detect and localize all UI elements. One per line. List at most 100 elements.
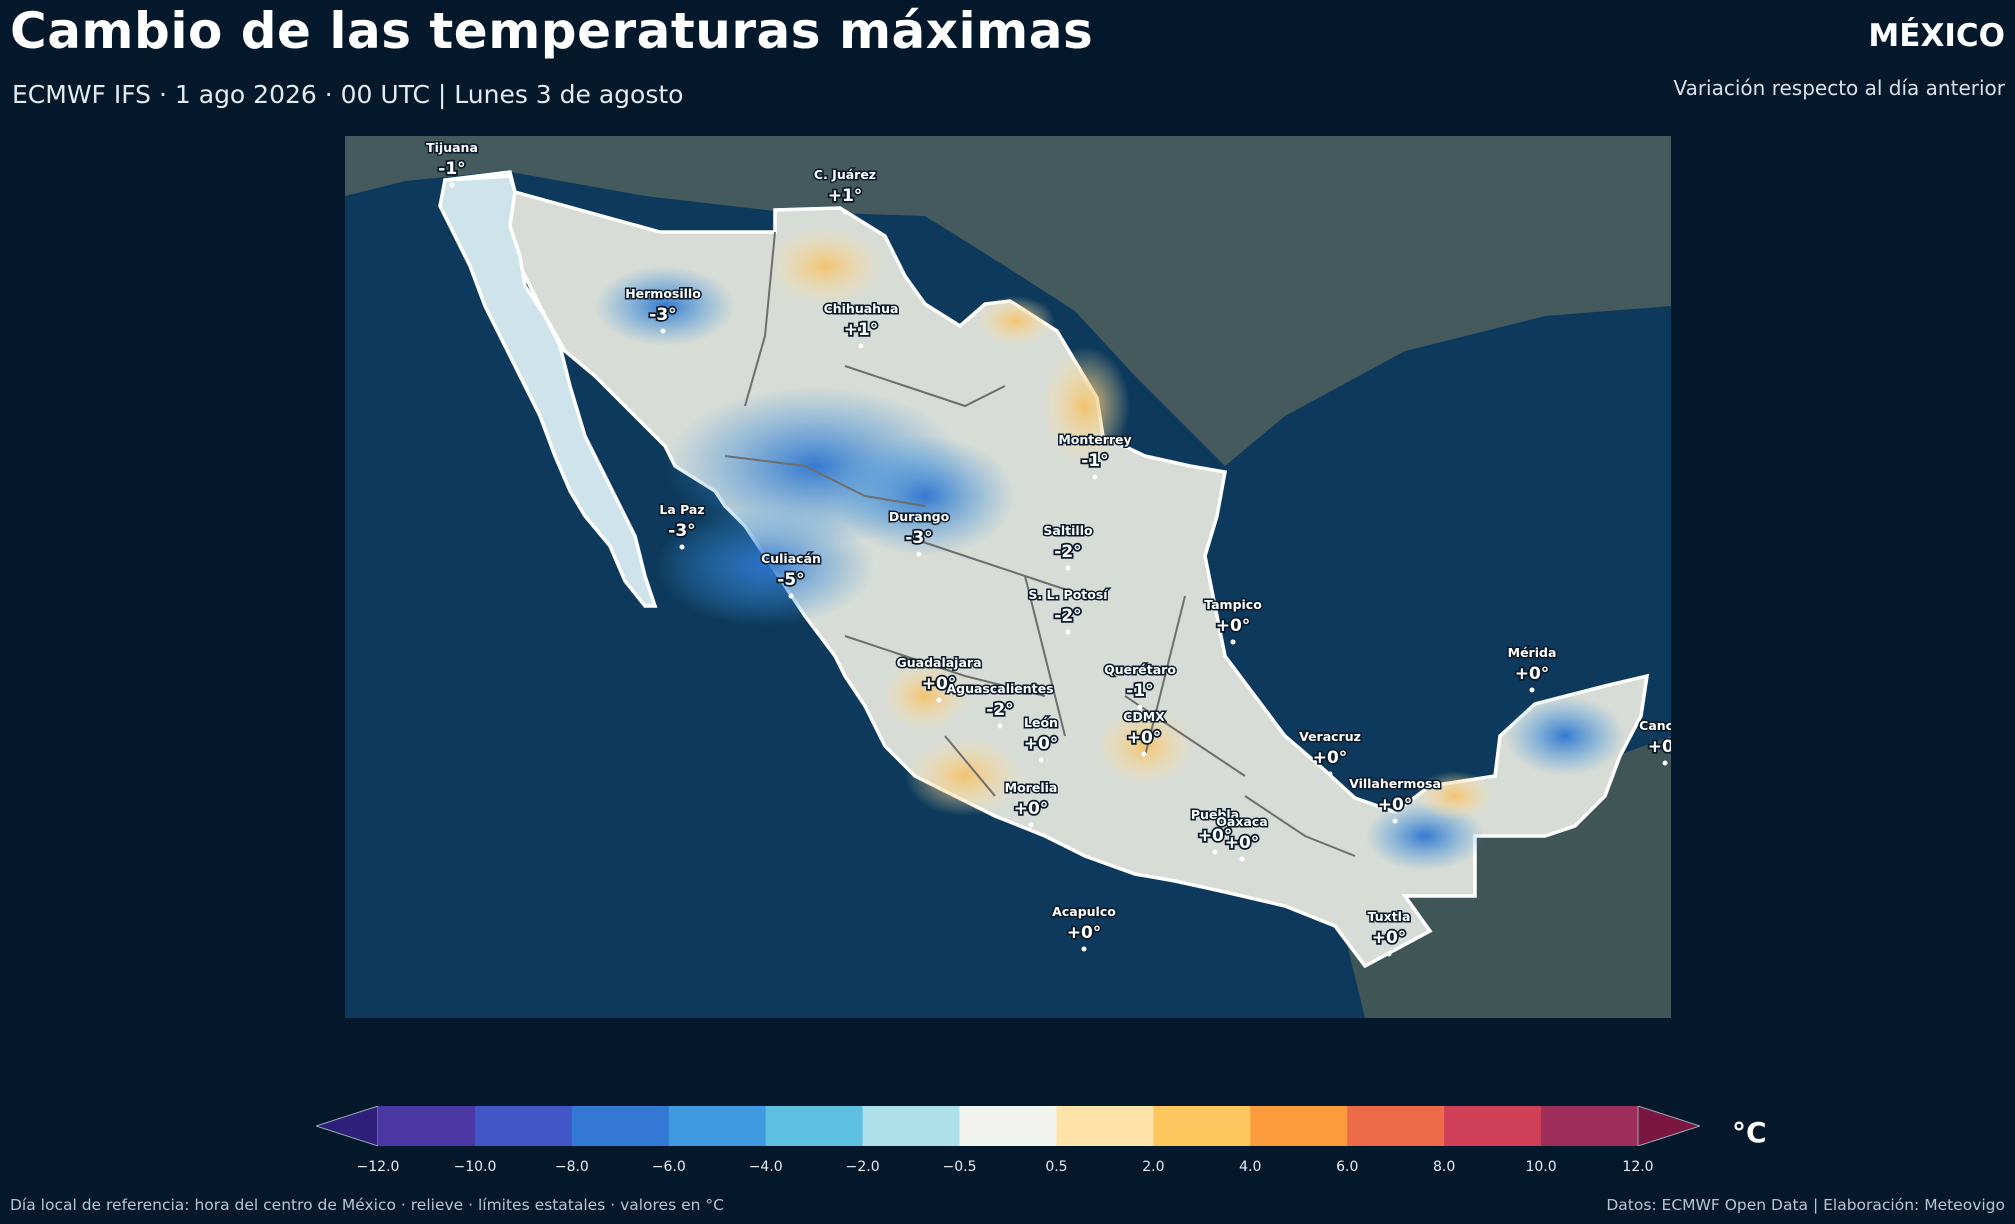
city-label: Tampico +0°	[1203, 596, 1264, 645]
city-marker	[660, 328, 666, 334]
colorbar-tick-label: −8.0	[554, 1159, 589, 1175]
city-name: Tijuana	[426, 140, 478, 155]
city-label: Acapulco +0°	[1051, 903, 1118, 952]
city-label: Morelia +0°	[1003, 779, 1059, 828]
city-label: Monterrey -1°	[1057, 431, 1133, 480]
city-marker	[997, 723, 1003, 729]
city-label: Puebla +0°	[1189, 806, 1241, 855]
city-name: Tampico	[1204, 597, 1262, 612]
city-label: León +0°	[1022, 714, 1060, 763]
city-value: +0°	[1216, 616, 1251, 636]
city-marker	[1028, 822, 1034, 828]
city-label: Guadalajara +0°	[895, 654, 983, 703]
colorbar-tick-label: −2.0	[845, 1159, 880, 1175]
map-panel: Tijuana -1° C. Juárez +1° Hermosillo -3° Chihu…	[345, 136, 1671, 1018]
city-marker	[1212, 849, 1218, 855]
city-marker	[1230, 639, 1236, 645]
city-marker	[1392, 818, 1398, 824]
city-label: Chihuahua +1°	[822, 300, 900, 349]
city-label: Villahermosa +0°	[1348, 775, 1442, 824]
colorbar-tick-label: 4.0	[1239, 1159, 1262, 1175]
city-marker	[1327, 771, 1333, 777]
city-label: Aguascalientes -2°	[945, 680, 1055, 729]
colorbar-segment	[765, 1106, 864, 1146]
city-label: CDMX +0°	[1122, 708, 1167, 757]
colorbar-segment	[1250, 1106, 1348, 1146]
city-name: S. L. Potosí	[1028, 587, 1108, 602]
colorbar-segment	[474, 1106, 573, 1146]
city-value: -1°	[1081, 451, 1108, 471]
city-label: Tuxtla +0°	[1366, 908, 1412, 957]
colorbar-tick-label: 10.0	[1525, 1159, 1557, 1175]
city-name: León	[1024, 715, 1058, 730]
city-value: +0°	[1313, 748, 1348, 768]
colorbar-segment	[862, 1106, 961, 1146]
state-boundaries	[724, 231, 1356, 857]
city-marker	[1141, 751, 1147, 757]
city-name: Cancún	[1639, 718, 1671, 733]
colorbar-tick-label: −6.0	[651, 1159, 686, 1175]
city-label: Querétaro -1°	[1103, 661, 1178, 710]
city-marker	[1065, 629, 1071, 635]
colorbar-extend-low	[314, 1105, 379, 1147]
city-name: Oaxaca	[1216, 814, 1267, 829]
city-label: Hermosillo -3°	[624, 285, 703, 334]
city-value: -2°	[986, 700, 1013, 720]
city-labels: Tijuana -1° C. Juárez +1° Hermosillo -3° Chihu…	[425, 139, 1671, 957]
colorbar-unit: °C	[1732, 1116, 1767, 1149]
city-name: Saltillo	[1043, 523, 1093, 538]
city-name: Monterrey	[1058, 432, 1131, 447]
city-marker	[1081, 946, 1087, 952]
city-marker	[858, 343, 864, 349]
city-name: C. Juárez	[814, 167, 876, 182]
city-value: -3°	[905, 528, 932, 548]
city-label: S. L. Potosí -2°	[1027, 586, 1110, 635]
city-marker	[936, 697, 942, 703]
city-marker	[1529, 687, 1535, 693]
city-value: +0°	[922, 674, 957, 694]
colorbar-tick-label: 6.0	[1336, 1159, 1359, 1175]
city-name: Hermosillo	[625, 286, 701, 301]
city-label: Veracruz +0°	[1298, 728, 1362, 777]
city-marker	[1662, 760, 1668, 766]
city-value: +0°	[1648, 737, 1671, 757]
city-value: -5°	[777, 570, 804, 590]
city-label: La Paz -3°	[658, 501, 706, 550]
city-name: Acapulco	[1052, 904, 1116, 919]
city-value: +0°	[1225, 833, 1260, 853]
colorbar-svg	[314, 1105, 1702, 1147]
city-label: Durango -3°	[887, 508, 951, 557]
colorbar-segment	[959, 1106, 1057, 1146]
city-marker	[788, 593, 794, 599]
footer-note: Día local de referencia: hora del centro…	[10, 1196, 724, 1214]
city-name: Morelia	[1005, 780, 1058, 795]
city-marker	[1239, 856, 1245, 862]
city-marker	[1092, 474, 1098, 480]
city-value: -3°	[649, 305, 676, 325]
city-marker	[1386, 951, 1392, 957]
city-marker	[1137, 704, 1143, 710]
city-value: -2°	[1054, 606, 1081, 626]
city-name: Aguascalientes	[946, 681, 1053, 696]
city-marker	[1065, 565, 1071, 571]
city-value: +0°	[1014, 799, 1049, 819]
colorbar	[314, 1105, 1702, 1166]
colorbar-tick-label: 12.0	[1622, 1159, 1654, 1175]
colorbar-tick-label: 2.0	[1142, 1159, 1165, 1175]
city-label: Cancún +0°	[1638, 717, 1671, 766]
city-name: Veracruz	[1299, 729, 1361, 744]
city-name: Culiacán	[761, 551, 821, 566]
city-marker	[679, 544, 685, 550]
colorbar-extend-high	[1637, 1105, 1702, 1147]
city-label: Culiacán -5°	[760, 550, 822, 599]
usa-landmass	[345, 136, 1671, 466]
footer-credits: Datos: ECMWF Open Data | Elaboración: Me…	[1606, 1196, 2005, 1214]
variation-note: Variación respecto al día anterior	[1673, 76, 2005, 100]
city-marker	[1038, 757, 1044, 763]
colorbar-tick-label: −0.5	[942, 1159, 977, 1175]
colorbar-segment	[1347, 1106, 1445, 1146]
colorbar-segment	[1541, 1106, 1639, 1146]
city-value: +1°	[828, 186, 863, 206]
colorbar-tick-label: 8.0	[1433, 1159, 1456, 1175]
city-marker	[916, 551, 922, 557]
